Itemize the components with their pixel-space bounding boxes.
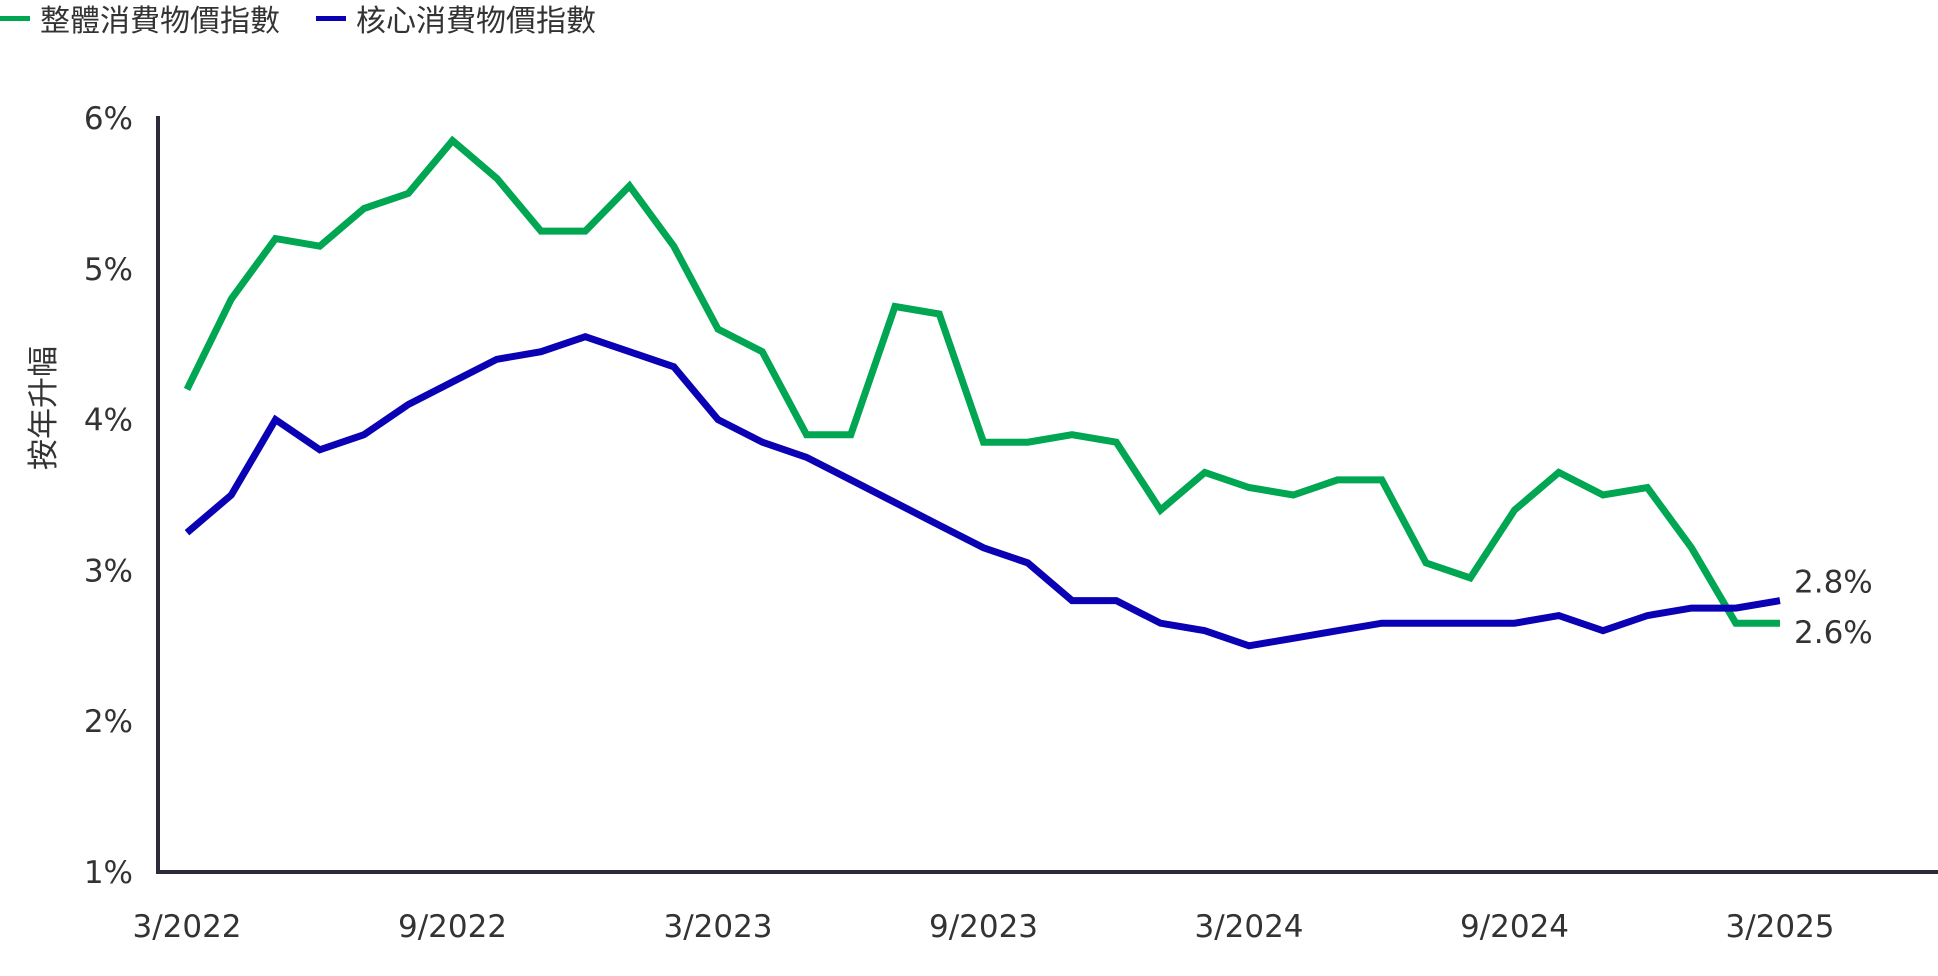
- x-tick-label: 3/2024: [1194, 909, 1303, 945]
- headline-cpi-line: [183, 135, 1780, 627]
- y-axis-title: 按年升幅: [26, 346, 62, 470]
- x-tick-label: 3/2022: [132, 909, 241, 945]
- legend-swatch-core-cpi: [316, 15, 346, 21]
- x-tick-label: 9/2024: [1460, 909, 1569, 945]
- core-cpi-line: [184, 333, 1781, 650]
- end-value-labels: 2.6% 2.8%: [1794, 565, 1873, 652]
- x-tick-label: 3/2025: [1725, 909, 1834, 945]
- core-cpi-end-label: 2.8%: [1794, 565, 1873, 601]
- legend-label-core-cpi: 核心消費物價指數: [356, 4, 596, 39]
- chart-legend: 整體消費物價指數 核心消費物價指數: [0, 0, 596, 39]
- legend-item-core-cpi: 核心消費物價指數: [316, 0, 596, 40]
- y-tick-label: 1%: [84, 855, 133, 891]
- x-tick-label: 9/2023: [929, 909, 1038, 945]
- chart-axes: [156, 116, 1938, 874]
- legend-item-headline-cpi: 整體消費物價指數: [0, 0, 280, 40]
- y-tick-label: 3%: [84, 553, 133, 589]
- x-tick-labels: 3/2022 9/2022 3/2023 9/2023 3/2024 9/2024 3/20…: [132, 909, 1834, 945]
- series-lines: [183, 135, 1781, 650]
- legend-swatch-headline-cpi: [0, 15, 30, 21]
- x-tick-label: 9/2022: [398, 909, 507, 945]
- y-tick-label: 2%: [84, 704, 133, 740]
- y-tick-label: 5%: [84, 252, 133, 288]
- x-tick-label: 3/2023: [663, 909, 772, 945]
- y-tick-labels: 1% 2% 3% 4% 5% 6%: [84, 101, 133, 891]
- y-tick-label: 6%: [84, 101, 133, 137]
- headline-cpi-end-label: 2.6%: [1794, 615, 1873, 651]
- y-tick-label: 4%: [84, 403, 133, 439]
- legend-label-headline-cpi: 整體消費物價指數: [40, 4, 280, 39]
